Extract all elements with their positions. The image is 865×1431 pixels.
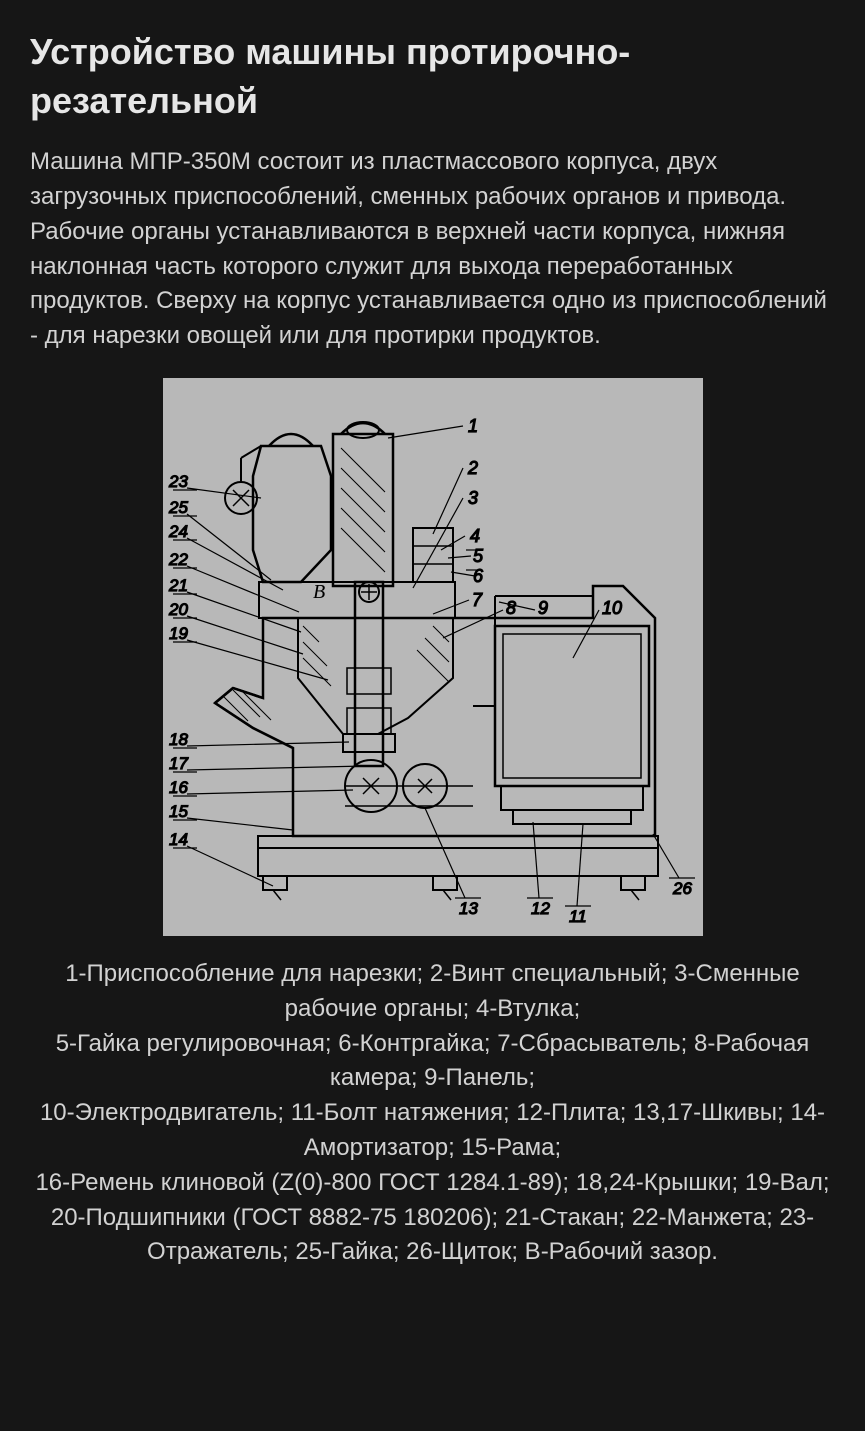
svg-text:21: 21	[168, 576, 188, 595]
caption-line-4: 16-Ремень клиновой (Z(0)-800 ГОСТ 1284.1…	[30, 1166, 835, 1201]
machine-diagram: В 1 2 3 4 5 6 7 8 9 10 23 25 24 22 21 20…	[163, 378, 703, 936]
caption-line-3: 10-Электродвигатель; 11-Болт натяжения; …	[30, 1096, 835, 1166]
svg-text:14: 14	[169, 830, 188, 849]
caption-line-2: 5-Гайка регулировочная; 6-Контргайка; 7-…	[30, 1027, 835, 1097]
svg-text:9: 9	[538, 598, 548, 618]
figure-caption: 1-Приспособление для нарезки; 2-Винт спе…	[30, 957, 835, 1270]
svg-text:11: 11	[569, 907, 587, 926]
svg-text:10: 10	[602, 598, 622, 618]
svg-text:6: 6	[473, 566, 484, 586]
svg-text:18: 18	[169, 730, 188, 749]
svg-text:22: 22	[168, 550, 188, 569]
svg-text:12: 12	[531, 899, 550, 918]
svg-text:24: 24	[168, 522, 188, 541]
page-heading: Устройство машины протирочно-резательной	[30, 28, 835, 125]
svg-text:7: 7	[472, 590, 483, 610]
svg-text:15: 15	[169, 802, 188, 821]
svg-text:2: 2	[467, 458, 478, 478]
svg-text:23: 23	[168, 472, 188, 491]
svg-text:3: 3	[468, 488, 478, 508]
svg-text:16: 16	[169, 778, 188, 797]
svg-text:20: 20	[168, 600, 188, 619]
svg-text:В: В	[313, 581, 325, 603]
svg-text:13: 13	[459, 899, 478, 918]
svg-text:19: 19	[169, 624, 188, 643]
svg-text:5: 5	[473, 546, 484, 566]
svg-text:25: 25	[168, 498, 188, 517]
svg-text:17: 17	[169, 754, 188, 773]
svg-text:26: 26	[672, 879, 692, 898]
svg-text:4: 4	[470, 526, 480, 546]
svg-text:1: 1	[468, 416, 478, 436]
intro-paragraph: Машина МПР-350М состоит из пластмассовог…	[30, 145, 835, 354]
svg-text:8: 8	[506, 598, 516, 618]
caption-line-1: 1-Приспособление для нарезки; 2-Винт спе…	[30, 957, 835, 1027]
caption-line-5: 20-Подшипники (ГОСТ 8882-75 180206); 21-…	[30, 1201, 835, 1271]
figure-container: В 1 2 3 4 5 6 7 8 9 10 23 25 24 22 21 20…	[30, 378, 835, 941]
